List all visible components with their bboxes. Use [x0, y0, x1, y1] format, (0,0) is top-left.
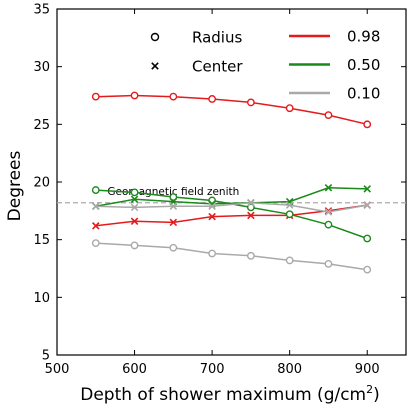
center-point	[130, 195, 139, 204]
legend-markers: Radius Center	[150, 29, 243, 76]
cross-stroke	[130, 217, 139, 225]
legend-series: 0.98 0.50 0.10	[289, 28, 380, 103]
legend-marker-label: Center	[192, 58, 243, 76]
y-tick-label: 5	[42, 349, 50, 364]
ticks-layer: 500 600 700 800 900 5 10 15 20 25 30 35	[33, 3, 406, 377]
legend-series-label: 0.98	[347, 28, 380, 46]
cross-stroke	[169, 202, 178, 210]
center-point	[130, 217, 139, 225]
radius-point	[130, 91, 139, 100]
center-point	[247, 198, 255, 207]
cross-stroke	[92, 202, 100, 210]
radius-point	[130, 241, 139, 250]
radius-point	[130, 188, 139, 197]
reference-line-label: Geomagnetic field zenith	[107, 186, 239, 198]
radius-point	[169, 243, 178, 252]
radius-point	[324, 111, 333, 120]
center-point	[363, 185, 371, 193]
cross-stroke	[285, 201, 294, 209]
center-point	[324, 208, 333, 216]
cross-stroke	[169, 218, 178, 227]
legend-circle-marker	[150, 32, 160, 42]
cross-stroke	[151, 62, 159, 70]
radius-point	[324, 220, 333, 229]
radius-point	[363, 265, 372, 274]
y-axis-label: Degrees	[5, 150, 25, 221]
center-point	[208, 212, 216, 221]
radius-point	[91, 186, 100, 194]
x-tick-label: 600	[122, 362, 147, 377]
legend-series-label: 0.10	[347, 85, 380, 103]
series-radius-line	[95, 94, 368, 126]
legend-marker-label: Radius	[192, 29, 242, 47]
cross-stroke	[92, 222, 100, 230]
radius-point	[208, 95, 217, 103]
x-axis-label-end: )	[373, 385, 380, 405]
radius-point	[285, 104, 294, 113]
y-tick-label: 30	[33, 60, 50, 75]
radius-point	[169, 92, 178, 101]
y-tick-label: 35	[33, 3, 50, 18]
legend-cross-marker	[151, 62, 159, 70]
y-tick-label: 15	[33, 233, 50, 248]
center-point	[130, 203, 139, 212]
center-point	[92, 202, 100, 210]
radius-point	[363, 234, 372, 243]
cross-stroke	[130, 195, 139, 204]
y-tick-label: 10	[33, 291, 50, 306]
center-point	[324, 184, 333, 192]
radius-point	[208, 249, 217, 258]
cross-stroke	[363, 201, 371, 209]
radius-point	[246, 251, 255, 260]
x-tick-label: 900	[355, 362, 380, 377]
radius-point	[363, 120, 372, 129]
series-radius-line	[95, 242, 368, 271]
cross-stroke	[363, 185, 371, 193]
x-axis-label: Depth of shower maximum (g/cm2)	[80, 383, 380, 405]
center-point	[324, 207, 333, 215]
cross-stroke	[324, 207, 333, 215]
center-point	[169, 218, 178, 227]
radius-point	[285, 256, 294, 265]
radius-point	[91, 239, 100, 248]
cross-stroke	[247, 198, 255, 207]
radius-point	[324, 259, 333, 268]
radius-point	[169, 193, 178, 201]
radius-point	[91, 92, 100, 101]
x-tick-label: 800	[277, 362, 302, 377]
center-point	[169, 202, 178, 210]
x-axis-label-superscript: 2	[366, 383, 373, 396]
series-center-line	[95, 202, 368, 213]
cross-stroke	[208, 202, 216, 210]
center-point	[92, 222, 100, 230]
cross-stroke	[247, 211, 255, 220]
series-0.10	[91, 198, 372, 274]
cross-stroke	[324, 208, 333, 216]
x-axis-label-main: Depth of shower maximum (g/cm	[80, 385, 366, 405]
legend-series-label: 0.50	[347, 56, 380, 74]
center-point	[285, 201, 294, 209]
y-tick-label: 25	[33, 118, 50, 133]
x-tick-label: 700	[200, 362, 225, 377]
y-tick-label: 20	[33, 176, 50, 191]
series-layer	[91, 91, 372, 274]
legend: Radius Center 0.98 0.50 0.10	[150, 28, 380, 103]
cross-stroke	[130, 203, 139, 212]
radius-point	[285, 210, 294, 219]
radius-point	[246, 203, 255, 212]
center-point	[363, 201, 371, 209]
x-tick-label: 500	[45, 362, 70, 377]
center-point	[247, 211, 255, 220]
radius-point	[246, 98, 255, 107]
cross-stroke	[208, 212, 216, 221]
series-center-line	[95, 187, 368, 207]
center-point	[208, 202, 216, 210]
cross-stroke	[324, 184, 333, 192]
